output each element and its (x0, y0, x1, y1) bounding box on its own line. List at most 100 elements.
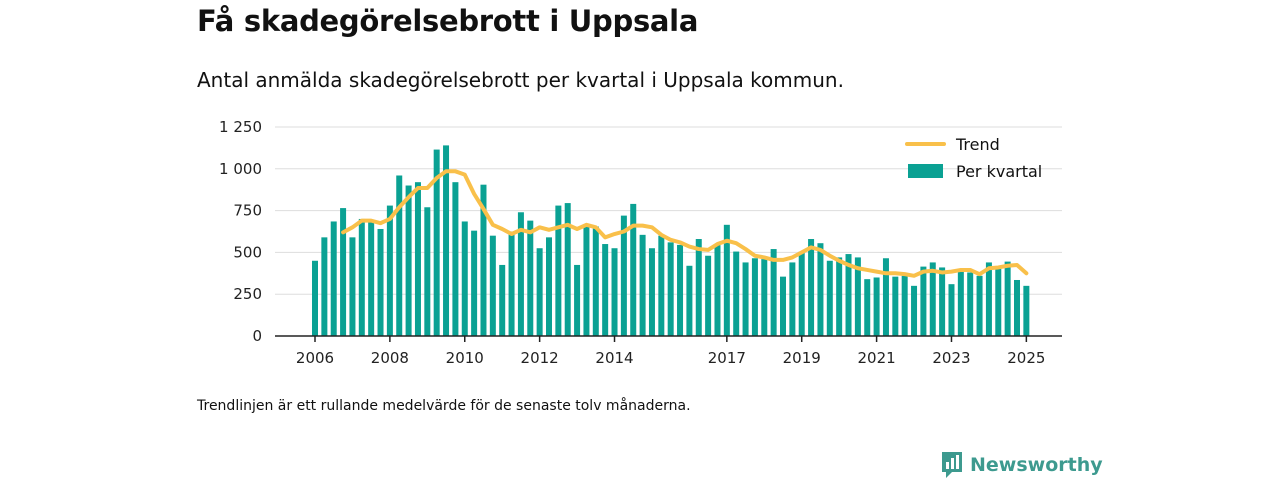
x-tick-label: 2006 (296, 349, 334, 367)
bar (592, 226, 599, 336)
legend-bar-swatch (908, 164, 943, 178)
bar (780, 276, 786, 336)
bar (443, 145, 450, 336)
bar (499, 264, 506, 336)
bar (667, 242, 674, 336)
x-tick-label: 2017 (708, 349, 746, 367)
bar (583, 225, 590, 336)
bar (985, 262, 992, 336)
bar (630, 203, 637, 336)
bar (995, 266, 1002, 336)
bar (677, 244, 684, 336)
bar (517, 212, 524, 336)
bar (480, 184, 487, 336)
bar (620, 215, 627, 336)
footnote: Trendlinjen är ett rullande medelvärde f… (197, 398, 691, 414)
bar (433, 149, 440, 336)
x-tick-label: 2019 (783, 349, 821, 367)
bar (873, 277, 880, 336)
bar (920, 266, 927, 336)
bar (882, 258, 889, 336)
bar (864, 279, 871, 336)
trend-line (341, 169, 1029, 278)
bar (536, 248, 543, 336)
bar (358, 218, 365, 336)
bar (414, 182, 421, 336)
bar (761, 259, 768, 336)
y-tick-label: 1 000 (219, 160, 262, 178)
y-axis-labels: 0 250 500 750 1 000 1 250 (219, 118, 262, 345)
bar (330, 221, 337, 336)
legend-trend-label: Trend (955, 135, 1000, 154)
bar (424, 207, 431, 336)
bar (471, 230, 478, 336)
bar (714, 244, 721, 336)
bar (770, 249, 777, 336)
brand-name: Newsworthy (970, 454, 1103, 476)
bar (340, 208, 347, 336)
bar (461, 221, 468, 336)
x-tick-label: 2023 (932, 349, 970, 367)
bar (555, 205, 562, 336)
bar (836, 257, 843, 336)
bar (929, 262, 936, 336)
bar (527, 220, 534, 336)
bar (386, 205, 393, 336)
bar (377, 228, 384, 336)
x-tick-label: 2010 (446, 349, 484, 367)
bar-chart: 0 250 500 750 1 000 1 250 2006 2008 2010 2012 201… (219, 118, 1062, 367)
x-tick-label: 2014 (595, 349, 633, 367)
bar-series (312, 145, 1030, 336)
bar (686, 265, 693, 336)
bar (611, 248, 618, 336)
bar (948, 284, 955, 336)
x-tick-label: 2012 (521, 349, 559, 367)
bar (602, 244, 609, 336)
bar (967, 272, 974, 336)
bar (957, 270, 964, 336)
bar (658, 235, 665, 336)
bar (452, 182, 459, 336)
bar (396, 175, 403, 336)
bar (939, 267, 946, 336)
bar (845, 254, 852, 336)
bar (546, 237, 552, 336)
y-tick-label: 1 250 (219, 118, 262, 136)
bar (508, 231, 515, 336)
chart-subtitle: Antal anmälda skadegörelsebrott per kvar… (197, 68, 844, 92)
bar (817, 243, 824, 336)
bar (892, 276, 899, 336)
y-tick-label: 500 (233, 243, 262, 261)
newsworthy-brand: Newsworthy (940, 450, 1103, 480)
bar (312, 260, 318, 336)
bar (705, 255, 712, 336)
x-tick-label: 2008 (371, 349, 409, 367)
bar (648, 248, 655, 336)
bar (405, 185, 412, 336)
legend: Trend Per kvartal (905, 135, 1042, 181)
x-axis-ticks: 2006 2008 2010 2012 2014 2017 2019 2021 2023 2025 (296, 336, 1045, 367)
bar (695, 239, 702, 336)
bar (901, 275, 908, 336)
bar (1023, 285, 1030, 336)
bar (798, 251, 805, 336)
bar (911, 285, 918, 336)
bar (489, 235, 496, 336)
bar (789, 262, 796, 336)
bar (1014, 279, 1020, 336)
y-tick-label: 750 (233, 202, 262, 220)
bar (808, 239, 815, 336)
x-tick-label: 2025 (1007, 349, 1045, 367)
bar (564, 203, 571, 336)
bar (349, 237, 356, 336)
x-tick-label: 2021 (858, 349, 896, 367)
bar (639, 234, 646, 336)
bar (1004, 261, 1011, 336)
legend-bars-label: Per kvartal (956, 162, 1042, 181)
bar (751, 258, 758, 336)
bar (826, 260, 833, 336)
bar (854, 257, 861, 336)
bar (368, 222, 375, 336)
bar (742, 262, 749, 336)
chart-title: Få skadegörelsebrott i Uppsala (197, 4, 699, 38)
